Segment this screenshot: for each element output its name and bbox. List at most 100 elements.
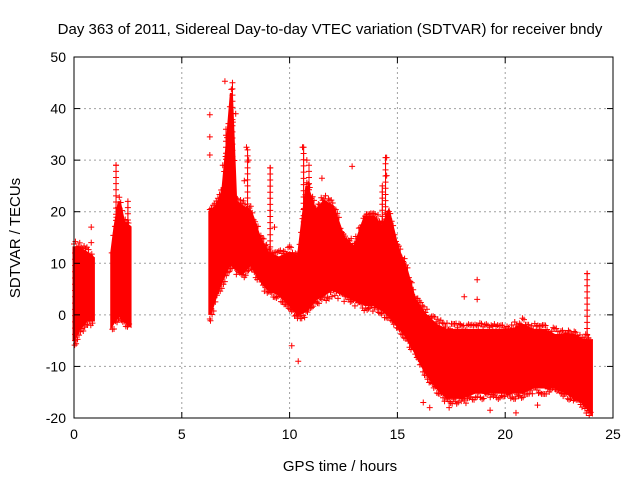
data-point [224, 269, 231, 276]
data-point [257, 232, 264, 239]
data-point [309, 193, 316, 200]
data-point [267, 213, 274, 220]
outlier-point [88, 239, 95, 246]
data-point [116, 315, 123, 322]
data-point [319, 197, 326, 204]
data-point [113, 205, 120, 212]
data-point [571, 396, 578, 403]
data-point [300, 237, 307, 244]
outlier-point [474, 296, 481, 303]
data-point [396, 326, 403, 333]
data-point [229, 153, 236, 160]
data-point [89, 320, 96, 327]
data-point [293, 251, 300, 258]
data-point [124, 278, 131, 285]
data-point [240, 197, 247, 204]
x-tick-label: 0 [70, 426, 78, 442]
data-point [404, 264, 411, 271]
data-point [455, 399, 462, 406]
data-point [208, 205, 215, 212]
data-point [358, 222, 365, 229]
data-point [113, 174, 120, 181]
data-point [392, 238, 399, 245]
data-point [369, 308, 376, 315]
data-point [379, 207, 386, 214]
data-point [124, 291, 131, 298]
y-axis-label: SDTVAR / TECUs [7, 178, 24, 298]
data-point [72, 256, 79, 263]
outlier-point [487, 407, 494, 414]
data-point [229, 128, 236, 135]
data-point [267, 237, 274, 244]
data-point [335, 214, 342, 221]
data-point [78, 325, 85, 332]
data-point [247, 203, 254, 210]
outlier-point [288, 342, 295, 349]
data-point [548, 328, 555, 335]
data-point [72, 306, 79, 313]
y-tick-label: 10 [50, 255, 66, 271]
data-point [399, 331, 406, 338]
data-point [244, 200, 251, 207]
data-point [124, 198, 131, 205]
data-point [242, 272, 249, 279]
data-point [387, 316, 394, 323]
data-point [249, 209, 256, 216]
data-point [576, 331, 583, 338]
outlier-point [206, 315, 213, 322]
data-point [432, 383, 439, 390]
data-point [244, 164, 251, 171]
data-point [584, 313, 591, 320]
data-point [300, 181, 307, 188]
outlier-point [267, 164, 274, 171]
data-point [72, 331, 79, 338]
data-point [113, 180, 120, 187]
data-point [289, 249, 296, 256]
data-point [584, 301, 591, 308]
data-point [124, 272, 131, 279]
data-point [382, 191, 389, 198]
data-point [584, 282, 591, 289]
data-point [311, 197, 318, 204]
data-point [221, 278, 228, 285]
data-point [113, 241, 120, 248]
data-point [268, 289, 275, 296]
data-point [364, 306, 371, 313]
data-point [222, 132, 229, 139]
data-point [379, 237, 386, 244]
data-point [260, 235, 267, 242]
data-point [370, 210, 377, 217]
data-point [556, 331, 563, 338]
data-point [474, 393, 481, 400]
data-point [382, 185, 389, 192]
data-point [229, 184, 236, 191]
data-point [119, 207, 126, 214]
data-point [442, 324, 449, 331]
data-point [244, 146, 251, 153]
outlier-point [534, 402, 541, 409]
data-point [392, 319, 399, 326]
data-point [533, 387, 540, 394]
data-point [300, 187, 307, 194]
data-point [300, 150, 307, 157]
data-point [571, 328, 578, 335]
data-point [300, 212, 307, 219]
outlier-point [512, 409, 519, 416]
data-point [301, 314, 308, 321]
data-point [124, 210, 131, 217]
data-point [126, 320, 133, 327]
data-point [220, 281, 227, 288]
data-point [306, 260, 313, 267]
data-point [229, 202, 236, 209]
data-point [113, 211, 120, 218]
data-point [283, 251, 290, 258]
data-point [222, 222, 229, 229]
data-point [244, 213, 251, 220]
data-point [85, 246, 92, 253]
data-point [231, 265, 238, 272]
data-point [407, 346, 414, 353]
data-point [124, 254, 131, 261]
data-point [225, 120, 232, 127]
outlier-point [584, 270, 591, 277]
data-point [584, 288, 591, 295]
